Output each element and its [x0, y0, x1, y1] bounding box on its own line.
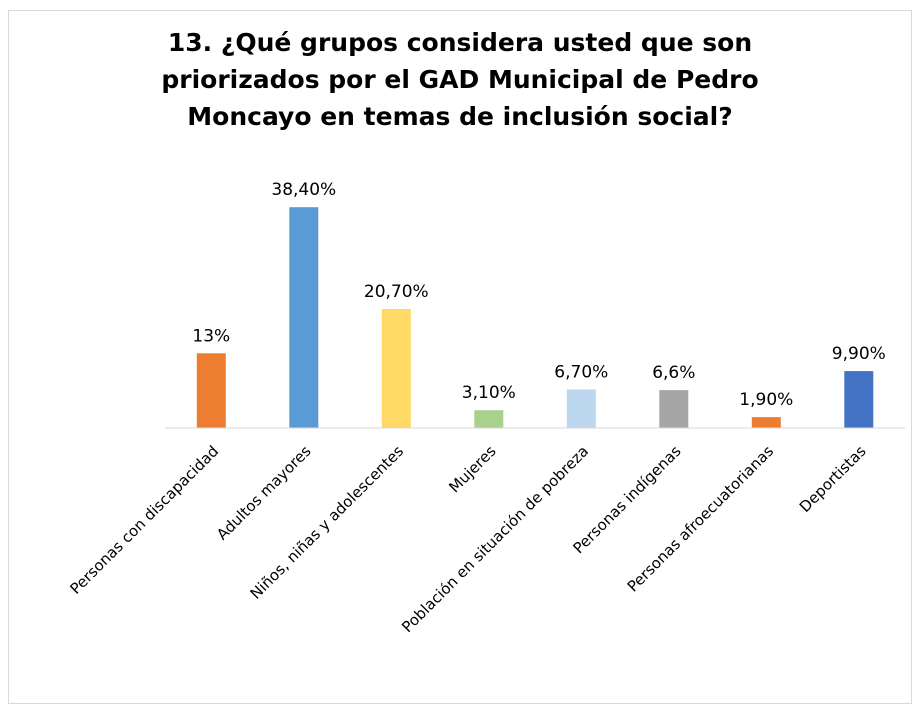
bar-2 [289, 207, 319, 428]
data-label-1: 13% [192, 326, 230, 346]
bar-1 [196, 353, 226, 429]
data-labels-group: 13% 38,40% 20,70% 3,10% 6,70% 6,6% 1,90% 9,90% [192, 180, 885, 410]
chart-title: 13. ¿Qué grupos considera usted que son … [60, 24, 860, 135]
data-label-7: 1,90% [739, 390, 793, 410]
data-label-5: 6,70% [554, 363, 608, 383]
chart-title-line-3: Moncayo en temas de inclusión social? [187, 102, 733, 131]
chart-title-line-2: priorizados por el GAD Municipal de Pedr… [161, 65, 759, 94]
category-label-3: Niños, niñas y adolescentes [247, 442, 408, 603]
bar-7 [751, 417, 781, 428]
chart-frame [8, 10, 912, 704]
data-label-6: 6,6% [652, 363, 695, 383]
data-label-3: 20,70% [364, 282, 429, 302]
category-label-4: Mujeres [445, 442, 499, 496]
bar-8 [844, 371, 874, 428]
bar-5 [566, 389, 596, 428]
chart-title-line-1: 13. ¿Qué grupos considera usted que son [167, 28, 753, 57]
category-label-8: Deportistas [796, 442, 870, 516]
data-label-4: 3,10% [462, 383, 516, 403]
category-label-5: Población en situación de pobreza [398, 442, 592, 636]
category-label-2: Adultos mayores [213, 442, 315, 544]
category-label-1: Personas con discapacidad [66, 442, 222, 598]
data-label-8: 9,90% [832, 344, 886, 364]
bar-6 [659, 390, 689, 428]
bar-3 [381, 309, 411, 428]
category-label-7: Personas afroecuatorianas [624, 442, 778, 596]
data-label-2: 38,40% [271, 180, 336, 200]
bars-group [196, 207, 874, 429]
bar-4 [474, 410, 504, 428]
